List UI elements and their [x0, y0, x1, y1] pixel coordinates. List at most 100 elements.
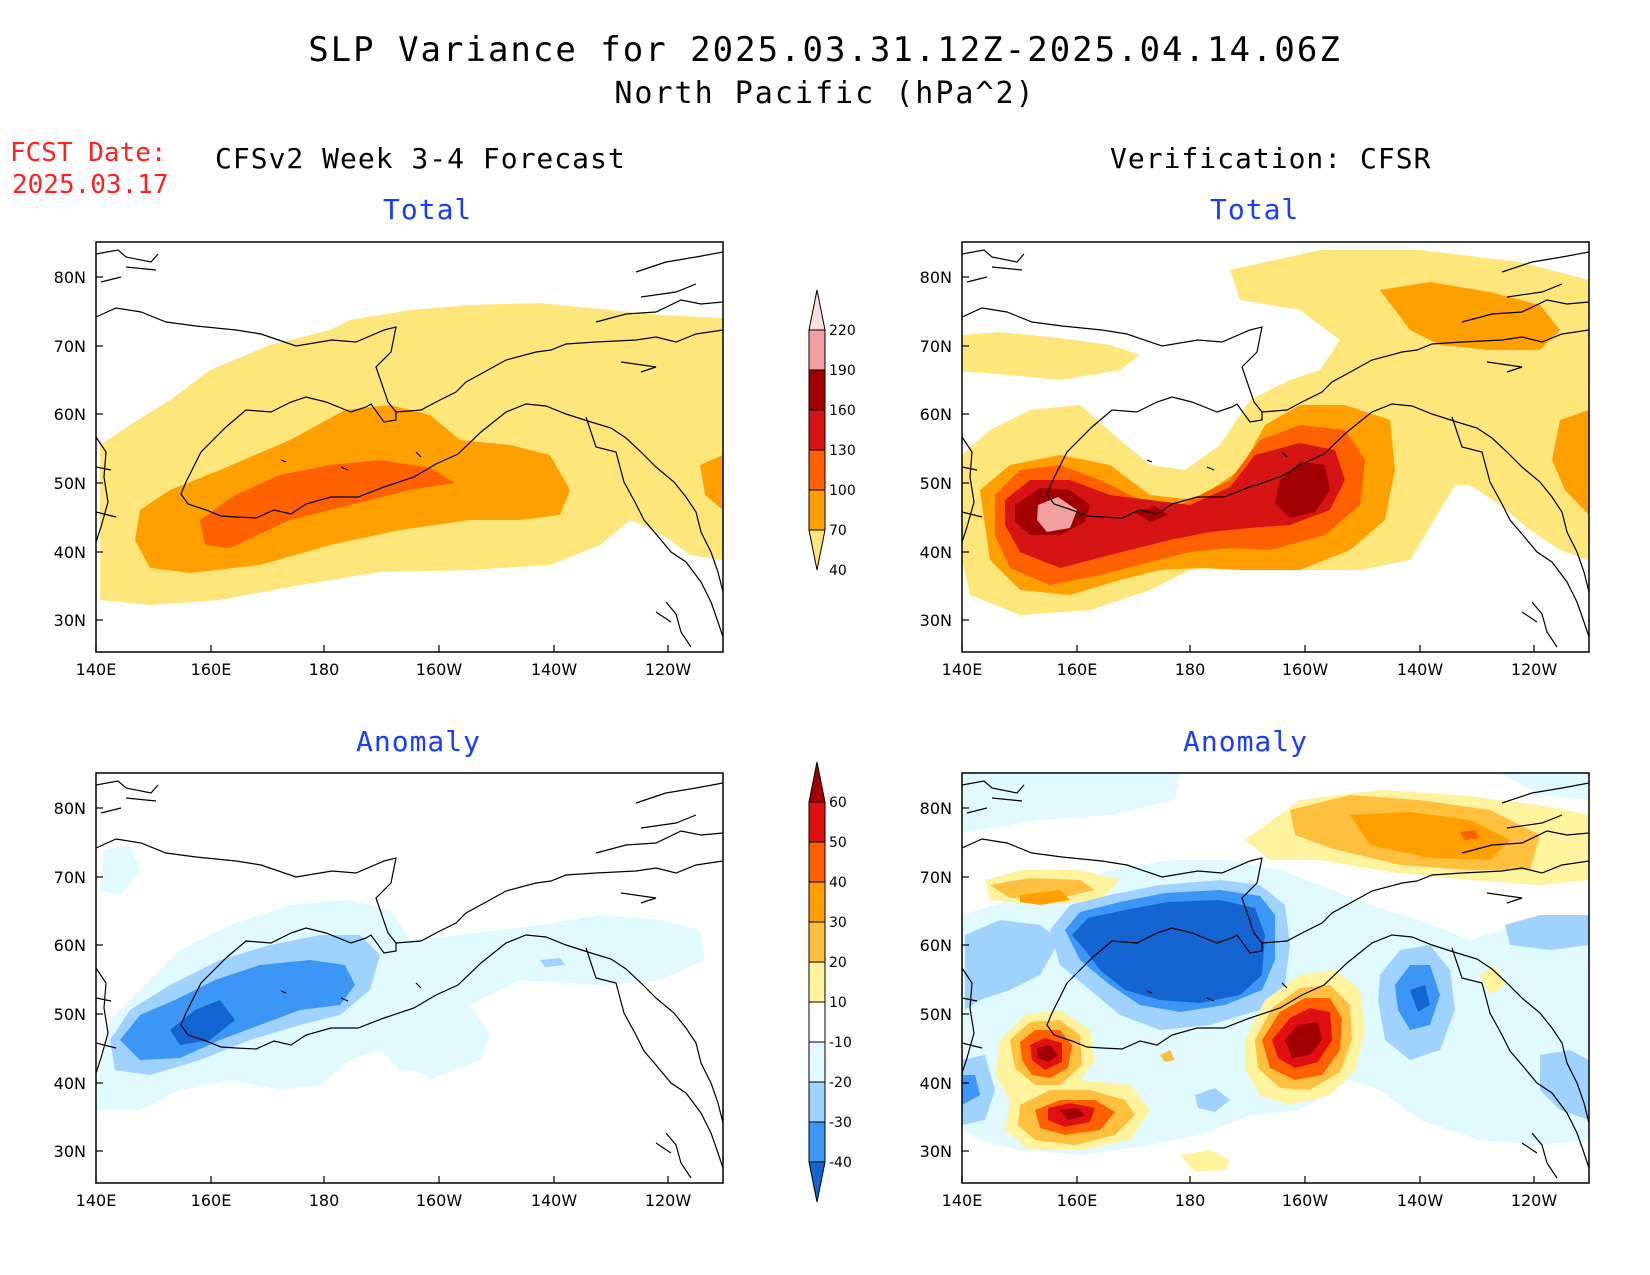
- lon-tick-label: 180: [309, 1191, 340, 1210]
- forecast-column-heading: CFSv2 Week 3-4 Forecast: [215, 142, 626, 175]
- lon-tick-label: 120W: [645, 660, 692, 679]
- lon-tick-label: 120W: [645, 1191, 692, 1210]
- colorbar-label: -20: [829, 1075, 852, 1091]
- verification-total-map: [962, 242, 1589, 652]
- colorbar-swatch: [808, 409, 826, 451]
- colorbar-cap-top: [808, 761, 826, 803]
- lon-tick-label: 140W: [531, 660, 578, 679]
- lat-tick-label: 50N: [54, 1005, 86, 1024]
- lon-tick-label: 140E: [942, 1191, 983, 1210]
- colorbar-swatch: [808, 1041, 826, 1083]
- fcst-date-value: 2025.03.17: [12, 170, 169, 200]
- colorbar-label: 70: [829, 523, 847, 539]
- lat-tick-label: 60N: [920, 405, 952, 424]
- colorbar-swatch: [808, 921, 826, 963]
- forecast-total-map: [96, 242, 723, 652]
- lat-tick-label: 40N: [920, 1074, 952, 1093]
- colorbar-label: 40: [829, 563, 847, 579]
- forecast-anomaly-map: [96, 773, 723, 1183]
- lat-tick-label: 60N: [54, 405, 86, 424]
- lon-tick-label: 120W: [1511, 1191, 1558, 1210]
- lat-tick-label: 50N: [920, 474, 952, 493]
- lat-tick-label: 60N: [54, 936, 86, 955]
- lat-tick-label: 70N: [920, 337, 952, 356]
- lat-tick-label: 50N: [920, 1005, 952, 1024]
- lat-tick-label: 30N: [54, 611, 86, 630]
- colorbar-label: -10: [829, 1035, 852, 1051]
- lon-tick-label: 140W: [1397, 1191, 1444, 1210]
- lon-tick-label: 120W: [1511, 660, 1558, 679]
- lon-tick-label: 160E: [1057, 660, 1098, 679]
- lon-tick-label: 180: [309, 660, 340, 679]
- colorbar-swatch: [808, 449, 826, 491]
- colorbar-label: 30: [829, 915, 847, 931]
- colorbar-label: 50: [829, 835, 847, 851]
- lon-tick-label: 160W: [416, 1191, 463, 1210]
- colorbar-label: 20: [829, 955, 847, 971]
- colorbar-cap-bottom: [808, 1161, 826, 1203]
- lat-tick-label: 40N: [54, 543, 86, 562]
- colorbar-swatch: [808, 961, 826, 1003]
- colorbar-swatch: [808, 1121, 826, 1163]
- lon-tick-label: 140E: [76, 1191, 117, 1210]
- colorbar-swatch: [808, 881, 826, 923]
- fcst-date-label: FCST Date:: [10, 138, 167, 168]
- lon-tick-label: 160W: [1282, 1191, 1329, 1210]
- colorbar-swatch: [808, 1001, 826, 1043]
- colorbar-label: 220: [829, 323, 856, 339]
- lat-tick-label: 80N: [920, 268, 952, 287]
- colorbar-label: 10: [829, 995, 847, 1011]
- colorbar-swatch: [808, 841, 826, 883]
- lon-tick-label: 180: [1175, 660, 1206, 679]
- lon-tick-label: 160E: [191, 660, 232, 679]
- lon-tick-label: 160E: [1057, 1191, 1098, 1210]
- map-axes: 80N 70N 60N 50N 40N 30N 140E 160E 180 160W 140W 120…: [54, 268, 1558, 1210]
- colorbar-label: 130: [829, 443, 856, 459]
- lat-tick-label: 80N: [54, 799, 86, 818]
- colorbar-label: -40: [829, 1155, 852, 1171]
- verification-anomaly-label: Anomaly: [1183, 725, 1309, 758]
- anomaly-colorbar: 60 50 40 30 20 10 -10 -20 -30 -40: [808, 761, 852, 1203]
- lat-tick-label: 50N: [54, 474, 86, 493]
- colorbar-swatch: [808, 801, 826, 843]
- colorbar-label: 100: [829, 483, 856, 499]
- lon-tick-label: 140W: [531, 1191, 578, 1210]
- lon-tick-label: 160W: [416, 660, 463, 679]
- verification-total-label: Total: [1210, 193, 1300, 226]
- colorbar-swatch: [808, 369, 826, 411]
- lat-tick-label: 30N: [54, 1142, 86, 1161]
- lon-tick-label: 140E: [942, 660, 983, 679]
- lon-tick-label: 140W: [1397, 660, 1444, 679]
- verification-anomaly-map: [962, 773, 1589, 1183]
- forecast-total-label: Total: [383, 193, 473, 226]
- lat-tick-label: 70N: [54, 868, 86, 887]
- lat-tick-label: 80N: [920, 799, 952, 818]
- colorbar-swatch: [808, 329, 826, 371]
- lon-tick-label: 140E: [76, 660, 117, 679]
- colorbars: 220 190 160 130 100 70 40 60 50 40 30 20 10 -10 -20 -30…: [808, 289, 856, 1203]
- lat-tick-label: 40N: [920, 543, 952, 562]
- lon-tick-label: 180: [1175, 1191, 1206, 1210]
- lat-tick-label: 70N: [54, 337, 86, 356]
- lat-tick-label: 40N: [54, 1074, 86, 1093]
- colorbar-swatch: [808, 1081, 826, 1123]
- colorbar-label: 60: [829, 795, 847, 811]
- colorbar-swatch: [808, 489, 826, 531]
- lon-tick-label: 160E: [191, 1191, 232, 1210]
- lat-tick-label: 30N: [920, 611, 952, 630]
- lon-tick-label: 160W: [1282, 660, 1329, 679]
- colorbar-label: 190: [829, 363, 856, 379]
- lat-tick-label: 60N: [920, 936, 952, 955]
- lat-tick-label: 30N: [920, 1142, 952, 1161]
- lat-tick-label: 70N: [920, 868, 952, 887]
- colorbar-cap-bottom: [808, 529, 826, 571]
- verification-column-heading: Verification: CFSR: [1110, 142, 1432, 175]
- chart-title: SLP Variance for 2025.03.31.12Z-2025.04.…: [308, 30, 1342, 70]
- colorbar-label: 160: [829, 403, 856, 419]
- total-colorbar: 220 190 160 130 100 70 40: [808, 289, 856, 579]
- colorbar-label: -30: [829, 1115, 852, 1131]
- colorbar-cap-top: [808, 289, 826, 331]
- forecast-anomaly-label: Anomaly: [356, 725, 482, 758]
- lat-tick-label: 80N: [54, 268, 86, 287]
